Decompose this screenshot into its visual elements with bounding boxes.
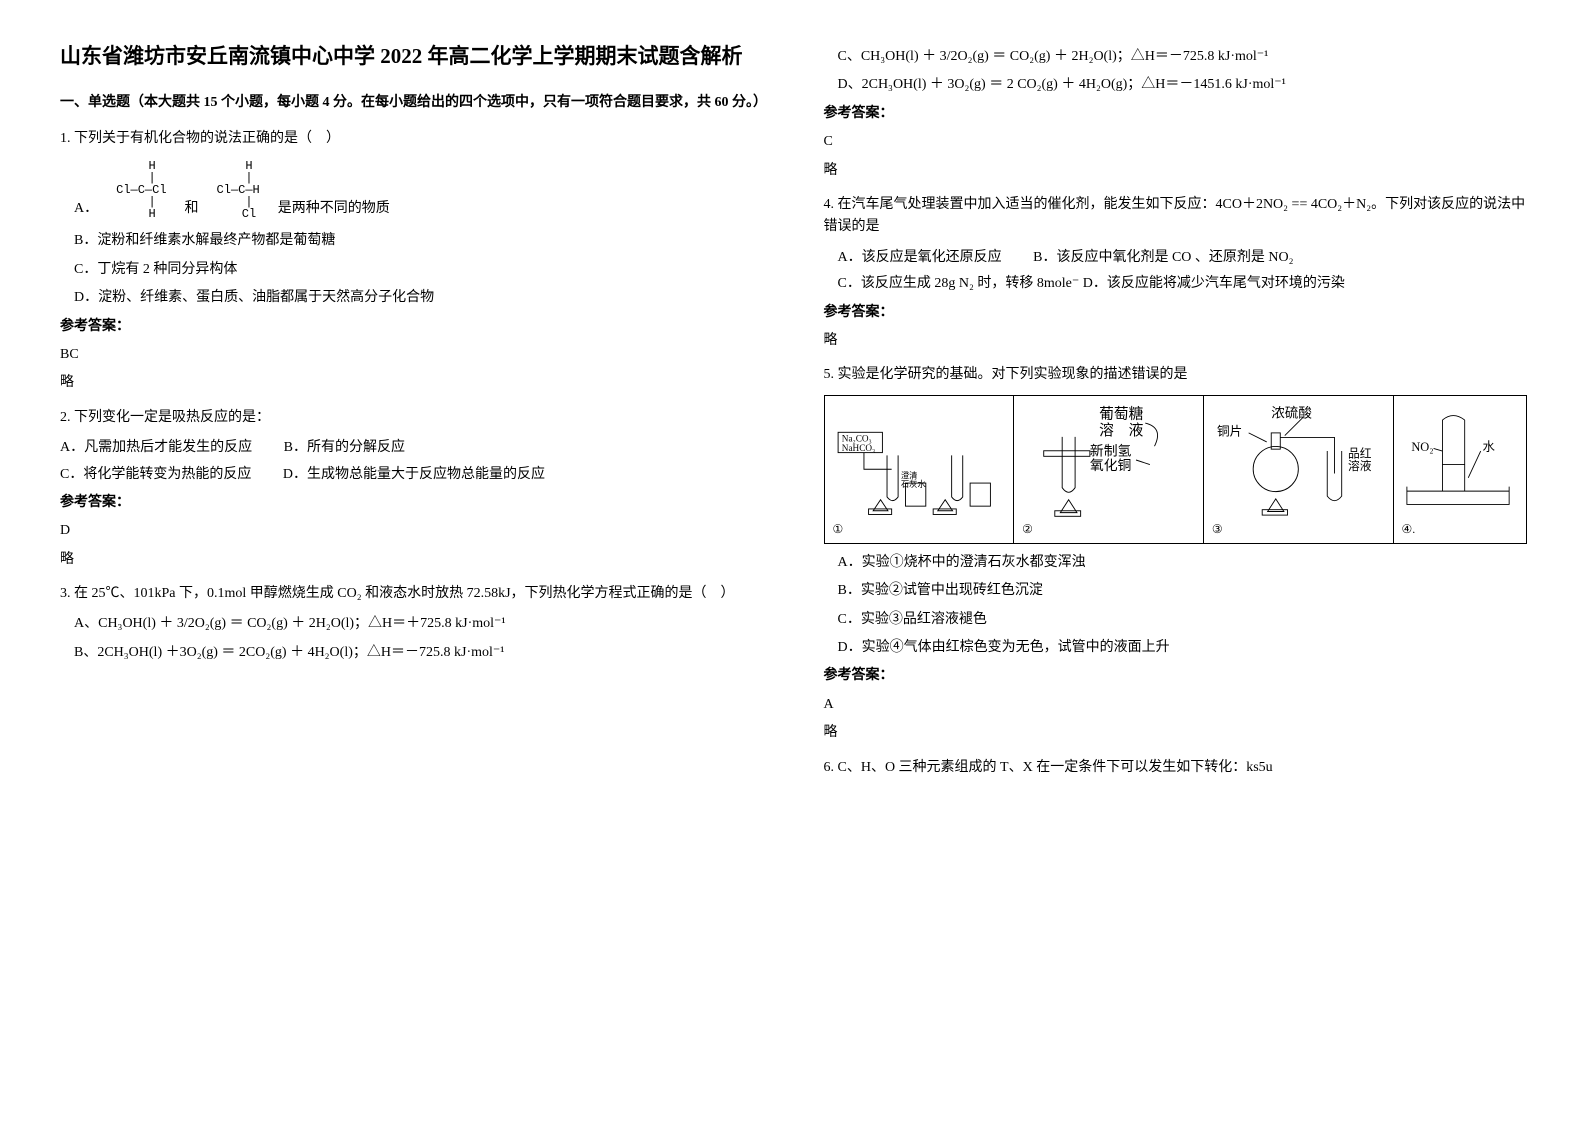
q3-stem: 3. 在 25℃、101kPa 下，0.1mol 甲醇燃烧生成 CO₂ 和液态水… <box>60 583 764 605</box>
svg-text:NO₂: NO₂ <box>1411 440 1433 454</box>
svg-text:浓硫酸: 浓硫酸 <box>1271 405 1312 420</box>
q1-option-c: C．丁烷有 2 种同分异构体 <box>74 259 764 281</box>
experiment-3-svg: 浓硫酸 铜片 品红 溶液 <box>1208 400 1389 520</box>
svg-text:品红: 品红 <box>1348 446 1372 460</box>
q5-figure-table: Na₂CO₃ NaHCO₃ <box>824 395 1528 544</box>
q2-options-row2: C．将化学能转变为热能的反应 D．生成物总能量大于反应物总能量的反应 <box>60 464 764 486</box>
q5-cell-3: 浓硫酸 铜片 品红 溶液 <box>1203 395 1393 543</box>
q1-option-d: D．淀粉、纤维素、蛋白质、油脂都属于天然高分子化合物 <box>74 287 764 309</box>
svg-text:石灰水: 石灰水 <box>900 478 926 488</box>
q4-expl: 略 <box>824 330 1528 352</box>
q6-stem: 6. C、H、O 三种元素组成的 T、X 在一定条件下可以发生如下转化：ks5u <box>824 757 1528 779</box>
q2-option-d: D．生成物总能量大于反应物总能量的反应 <box>283 467 545 482</box>
q1-stem: 1. 下列关于有机化合物的说法正确的是（ ） <box>60 128 764 150</box>
q5-ans-label: 参考答案： <box>824 665 1528 687</box>
q5-stem: 5. 实验是化学研究的基础。对下列实验现象的描述错误的是 <box>824 364 1528 386</box>
section-intro: 一、单选题（本大题共 15 个小题，每小题 4 分。在每小题给出的四个选项中，只… <box>60 92 764 114</box>
q3-ans: C <box>824 131 1528 153</box>
experiment-2-svg: 葡萄糖 溶 液 新制氢 氧化铜 <box>1018 400 1199 520</box>
q5-cell-1: Na₂CO₃ NaHCO₃ <box>824 395 1014 543</box>
q2-stem: 2. 下列变化一定是吸热反应的是： <box>60 407 764 429</box>
q5-cell-2: 葡萄糖 溶 液 新制氢 氧化铜 <box>1014 395 1204 543</box>
right-column: C、CH₃OH(l) ＋ 3/2O₂(g) ＝ CO₂(g) ＋ 2H₂O(l)… <box>824 40 1528 791</box>
q1-opt-a-prefix: A． <box>74 198 98 220</box>
q5-c2-l2: 新制氢 <box>1090 443 1132 458</box>
q5-c2-l2b: 氧化铜 <box>1090 458 1131 473</box>
q5-ans: A <box>824 694 1528 716</box>
q4-option-a: A．该反应是氧化还原反应 <box>838 250 1002 265</box>
question-3: 3. 在 25℃、101kPa 下，0.1mol 甲醇燃烧生成 CO₂ 和液态水… <box>60 583 764 664</box>
q2-option-b: B．所有的分解反应 <box>284 440 405 455</box>
q1-option-a: A． H | Cl—C—Cl | H 和 H | Cl—C—H | Cl 是两种… <box>74 158 764 224</box>
q3-expl: 略 <box>824 160 1528 182</box>
q5-option-b: B．实验②试管中出现砖红色沉淀 <box>838 580 1528 602</box>
q5-cell1-num: ① <box>829 520 1010 539</box>
q1-expl: 略 <box>60 372 764 394</box>
q4-stem: 4. 在汽车尾气处理装置中加入适当的催化剂，能发生如下反应：4CO＋2NO₂ =… <box>824 194 1528 239</box>
question-1: 1. 下列关于有机化合物的说法正确的是（ ） A． H | Cl—C—Cl | … <box>60 128 764 395</box>
q1-ans: BC <box>60 344 764 366</box>
q1-option-b: B．淀粉和纤维素水解最终产物都是葡萄糖 <box>74 230 764 252</box>
exam-title: 山东省潍坊市安丘南流镇中心中学 2022 年高二化学上学期期末试题含解析 <box>60 40 764 74</box>
question-6: 6. C、H、O 三种元素组成的 T、X 在一定条件下可以发生如下转化：ks5u <box>824 757 1528 779</box>
question-2: 2. 下列变化一定是吸热反应的是： A．凡需加热后才能发生的反应 B．所有的分解… <box>60 407 764 571</box>
q5-cell3-num: ③ <box>1208 520 1389 539</box>
q2-options-row1: A．凡需加热后才能发生的反应 B．所有的分解反应 <box>60 437 764 459</box>
q4-option-b: B．该反应中氧化剂是 CO 、还原剂是 NO₂ <box>1033 250 1293 265</box>
q5-option-d: D．实验④气体由红棕色变为无色，试管中的液面上升 <box>838 637 1528 659</box>
question-4: 4. 在汽车尾气处理装置中加入适当的催化剂，能发生如下反应：4CO＋2NO₂ =… <box>824 194 1528 352</box>
experiment-1-svg: Na₂CO₃ NaHCO₃ <box>829 400 1010 520</box>
svg-text:水: 水 <box>1482 440 1495 454</box>
question-5: 5. 实验是化学研究的基础。对下列实验现象的描述错误的是 Na₂CO₃ NaHC… <box>824 364 1528 744</box>
q4-option-d: D．该反应能将减少汽车尾气对环境的污染 <box>1083 276 1345 291</box>
q5-option-a: A．实验①烧杯中的澄清石灰水都变浑浊 <box>838 552 1528 574</box>
svg-text:NaHCO₃: NaHCO₃ <box>841 442 874 452</box>
q3-ans-label: 参考答案： <box>824 103 1528 125</box>
q1-opt-a-suffix: 是两种不同的物质 <box>278 198 390 220</box>
q3-option-c: C、CH₃OH(l) ＋ 3/2O₂(g) ＝ CO₂(g) ＋ 2H₂O(l)… <box>838 46 1528 68</box>
q5-c2-l1: 葡萄糖 <box>1099 405 1144 422</box>
q5-c2-l1b: 溶 液 <box>1099 422 1144 439</box>
q5-expl: 略 <box>824 722 1528 744</box>
exam-page: 山东省潍坊市安丘南流镇中心中学 2022 年高二化学上学期期末试题含解析 一、单… <box>0 0 1587 831</box>
q3-option-d: D、2CH₃OH(l) ＋ 3O₂(g) ＝ 2 CO₂(g) ＋ 4H₂O(g… <box>838 74 1528 96</box>
q5-cell2-num: ② <box>1018 520 1199 539</box>
molecule-1: H | Cl—C—Cl | H <box>116 160 166 220</box>
svg-text:溶液: 溶液 <box>1348 459 1372 473</box>
q1-molecules: A． H | Cl—C—Cl | H 和 H | Cl—C—H | Cl 是两种… <box>74 160 390 220</box>
experiment-4-svg: NO₂ 水 <box>1398 400 1522 520</box>
q3-option-b: B、2CH₃OH(l) ＋3O₂(g) ＝ 2CO₂(g) ＋ 4H₂O(l)；… <box>74 642 764 664</box>
q5-option-c: C．实验③品红溶液褪色 <box>838 609 1528 631</box>
q1-opt-a-mid: 和 <box>185 198 199 220</box>
q5-cell-4: NO₂ 水 ④. <box>1393 395 1526 543</box>
svg-text:铜片: 铜片 <box>1217 424 1242 438</box>
q2-option-a: A．凡需加热后才能发生的反应 <box>60 440 252 455</box>
molecule-2: H | Cl—C—H | Cl <box>217 160 260 220</box>
q4-ans-label: 参考答案： <box>824 302 1528 324</box>
q4-options-row1: A．该反应是氧化还原反应 B．该反应中氧化剂是 CO 、还原剂是 NO₂ <box>838 247 1528 269</box>
q4-option-c: C．该反应生成 28g N₂ 时，转移 8mole⁻ <box>838 276 1080 291</box>
q2-option-c: C．将化学能转变为热能的反应 <box>60 467 251 482</box>
q2-ans: D <box>60 520 764 542</box>
q3-option-a: A、CH₃OH(l) ＋ 3/2O₂(g) ＝ CO₂(g) ＋ 2H₂O(l)… <box>74 613 764 635</box>
left-column: 山东省潍坊市安丘南流镇中心中学 2022 年高二化学上学期期末试题含解析 一、单… <box>60 40 764 791</box>
q1-ans-label: 参考答案： <box>60 316 764 338</box>
q2-ans-label: 参考答案： <box>60 492 764 514</box>
question-3-cont: C、CH₃OH(l) ＋ 3/2O₂(g) ＝ CO₂(g) ＋ 2H₂O(l)… <box>824 46 1528 182</box>
q5-cell4-num: ④. <box>1398 520 1522 539</box>
q4-options-row2: C．该反应生成 28g N₂ 时，转移 8mole⁻ D．该反应能将减少汽车尾气… <box>838 273 1528 295</box>
q2-expl: 略 <box>60 549 764 571</box>
